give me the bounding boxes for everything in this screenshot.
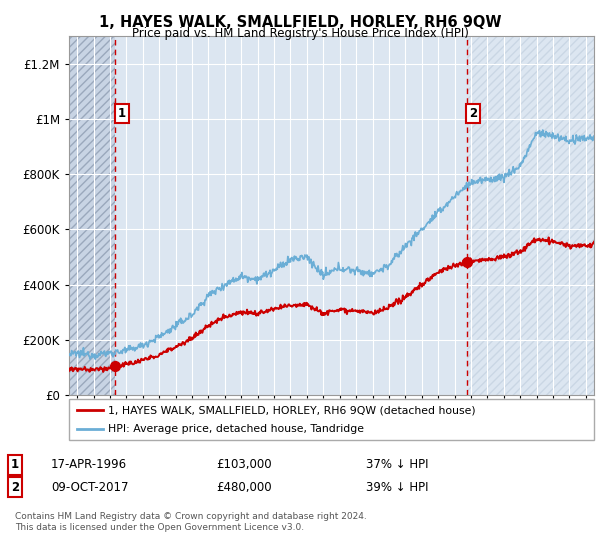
Text: £103,000: £103,000 [216,458,272,472]
Text: HPI: Average price, detached house, Tandridge: HPI: Average price, detached house, Tand… [109,424,364,433]
Text: 39% ↓ HPI: 39% ↓ HPI [366,480,428,494]
Text: 2: 2 [469,107,478,120]
Text: 2: 2 [11,480,19,494]
Bar [69,36,115,395]
Text: £480,000: £480,000 [216,480,272,494]
Bar [467,36,594,395]
Text: 1: 1 [11,458,19,472]
Text: 37% ↓ HPI: 37% ↓ HPI [366,458,428,472]
Text: Price paid vs. HM Land Registry's House Price Index (HPI): Price paid vs. HM Land Registry's House … [131,27,469,40]
Text: 17-APR-1996: 17-APR-1996 [51,458,127,472]
Text: 09-OCT-2017: 09-OCT-2017 [51,480,128,494]
FancyBboxPatch shape [69,399,594,440]
Text: 1, HAYES WALK, SMALLFIELD, HORLEY, RH6 9QW: 1, HAYES WALK, SMALLFIELD, HORLEY, RH6 9… [99,15,501,30]
Text: Contains HM Land Registry data © Crown copyright and database right 2024.
This d: Contains HM Land Registry data © Crown c… [15,512,367,532]
Text: 1: 1 [118,107,126,120]
Bar [69,36,115,395]
Text: 1, HAYES WALK, SMALLFIELD, HORLEY, RH6 9QW (detached house): 1, HAYES WALK, SMALLFIELD, HORLEY, RH6 9… [109,405,476,415]
